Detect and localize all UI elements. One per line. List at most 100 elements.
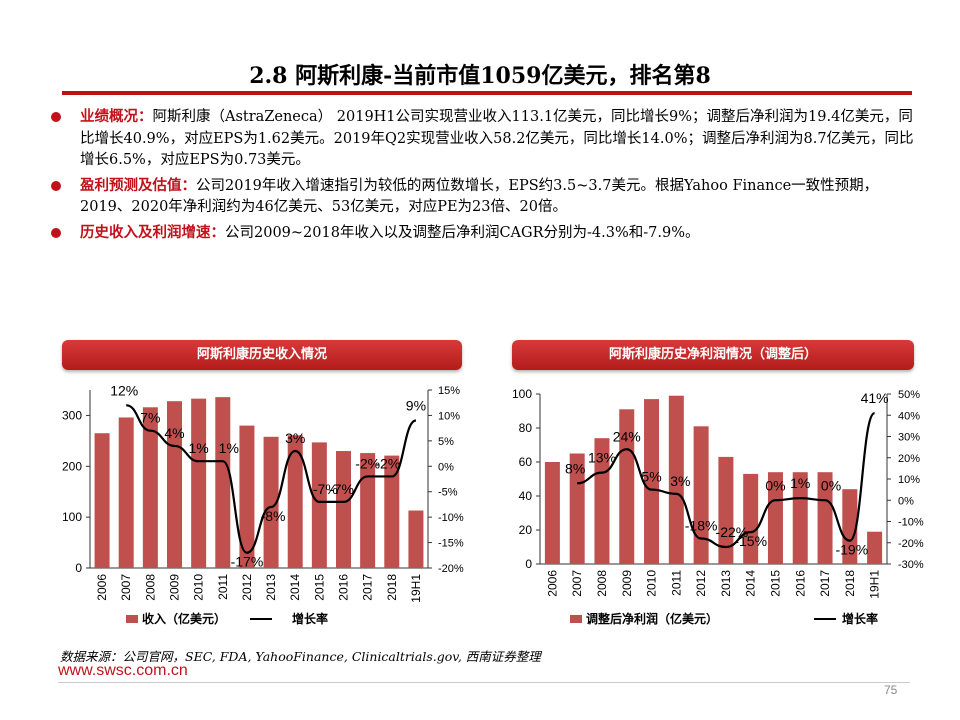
bar [191, 398, 207, 568]
growth-data-label: 0% [765, 477, 785, 493]
y-tick-label-right: 40% [898, 410, 920, 422]
bar [239, 425, 255, 568]
bullet-dot-icon [51, 227, 61, 238]
legend-bar-swatch [570, 615, 582, 623]
bar [817, 472, 833, 564]
bar [360, 453, 376, 568]
y-tick-label-left: 100 [512, 387, 532, 401]
bar [311, 442, 327, 568]
bar [118, 417, 134, 568]
revenue-chart-title: 阿斯利康历史收入情况 [62, 340, 462, 370]
growth-data-label: -7% [313, 481, 338, 497]
growth-data-label: 24% [613, 428, 641, 444]
x-tick-label: 2013 [719, 570, 733, 597]
y-tick-label-right: -10% [438, 512, 464, 524]
growth-data-label: -15% [734, 533, 767, 549]
bullet-list: 业绩概况：阿斯利康（AstraZeneca） 2019H1公司实现营业收入113… [46, 106, 926, 247]
bullet-dot-icon [51, 112, 61, 122]
x-tick-label: 19H1 [409, 574, 423, 603]
x-tick-label: 2018 [385, 574, 399, 601]
y-tick-label-right: 30% [898, 432, 920, 444]
bar [594, 438, 610, 564]
footer-divider [58, 682, 910, 683]
y-tick-label-right: -15% [438, 538, 464, 550]
data-source: 数据来源：公司官网，SEC, FDA, YahooFinance, Clinic… [60, 649, 541, 664]
bullet-lead: 业绩概况： [80, 108, 153, 125]
y-tick-label-right: 5% [438, 436, 454, 448]
x-tick-label: 2010 [192, 574, 206, 601]
x-tick-label: 2012 [240, 574, 254, 601]
profit-chart-title: 阿斯利康历史净利润情况（调整后） [512, 340, 914, 370]
x-tick-label: 2015 [312, 574, 326, 601]
x-tick-label: 2012 [694, 570, 708, 597]
bullet-dot-icon [51, 180, 61, 191]
growth-data-label: -7% [329, 481, 354, 497]
y-tick-label-left: 20 [519, 523, 533, 537]
x-tick-label: 2013 [264, 574, 278, 601]
y-tick-label-right: 15% [438, 385, 460, 397]
growth-data-label: 3% [285, 430, 305, 446]
growth-data-label: -18% [685, 518, 718, 534]
y-tick-label-left: 200 [62, 459, 82, 473]
x-tick-label: 2014 [288, 574, 302, 601]
bullet-text: 公司2009~2018年收入以及调整后净利润CAGR分别为-4.3%和-7.9%… [225, 224, 700, 241]
x-tick-label: 2007 [119, 574, 133, 601]
growth-data-label: -22% [716, 524, 749, 540]
x-tick-label: 2018 [843, 570, 857, 597]
x-tick-label: 2009 [168, 574, 182, 601]
x-tick-label: 2011 [216, 574, 230, 600]
y-tick-label-right: -20% [438, 563, 464, 575]
bullet-text: 阿斯利康（AstraZeneca） 2019H1公司实现营业收入113.1亿美元… [80, 109, 914, 168]
bar [287, 435, 303, 568]
bar [384, 455, 400, 568]
x-tick-label: 2011 [669, 570, 683, 596]
legend-bar-swatch [126, 615, 138, 623]
x-tick-label: 2017 [818, 570, 832, 597]
bullet-performance: 业绩概况：阿斯利康（AstraZeneca） 2019H1公司实现营业收入113… [46, 106, 926, 172]
title-divider [62, 91, 912, 95]
y-tick-label-left: 100 [62, 510, 82, 524]
growth-data-label: -2% [355, 455, 380, 471]
growth-data-label: 13% [588, 450, 616, 466]
x-tick-label: 2006 [95, 574, 109, 601]
page-title: 2.8 阿斯利康-当前市值1059亿美元，排名第8 [249, 63, 711, 89]
x-tick-label: 2016 [337, 574, 351, 601]
growth-data-label: -2% [375, 455, 400, 471]
bullet-text: 公司2019年收入增速指引为较低的两位数增长，EPS约3.5~3.7美元。根据Y… [80, 177, 879, 216]
y-tick-label-right: 20% [898, 453, 920, 465]
legend-bar-label: 收入（亿美元） [142, 611, 226, 626]
growth-data-label: 1% [189, 440, 209, 456]
bar [215, 397, 231, 568]
bar [619, 409, 635, 564]
x-tick-label: 2006 [545, 570, 559, 597]
growth-data-label: -8% [261, 508, 286, 524]
bar [644, 399, 660, 564]
bar [142, 407, 158, 568]
y-tick-label-right: -30% [898, 559, 924, 571]
page-number: 75 [884, 683, 898, 697]
bar [167, 401, 182, 568]
growth-rate-line [125, 404, 417, 554]
y-tick-label-left: 80 [519, 421, 533, 435]
growth-data-label: 8% [565, 460, 585, 476]
growth-data-label: 41% [861, 390, 889, 406]
growth-data-label: 12% [110, 382, 138, 398]
legend-bar-label: 调整后净利润（亿美元） [586, 611, 718, 626]
y-tick-label-right: 10% [438, 410, 460, 422]
bar [668, 395, 684, 564]
bullet-lead: 盈利预测及估值： [80, 176, 196, 194]
website-link[interactable]: www.swsc.com.cn [58, 662, 188, 679]
bar [569, 453, 585, 564]
bar [263, 436, 279, 568]
y-tick-label-left: 60 [519, 455, 533, 469]
y-tick-label-right: -20% [898, 538, 924, 550]
y-tick-label-right: 0% [438, 461, 454, 473]
x-tick-label: 2007 [570, 570, 584, 597]
bar [693, 426, 709, 564]
growth-data-label: 9% [406, 398, 426, 414]
bar [792, 472, 808, 564]
bar [544, 462, 560, 564]
y-tick-label-left: 0 [525, 557, 532, 571]
y-tick-label-left: 40 [519, 489, 533, 503]
bar [743, 473, 759, 564]
